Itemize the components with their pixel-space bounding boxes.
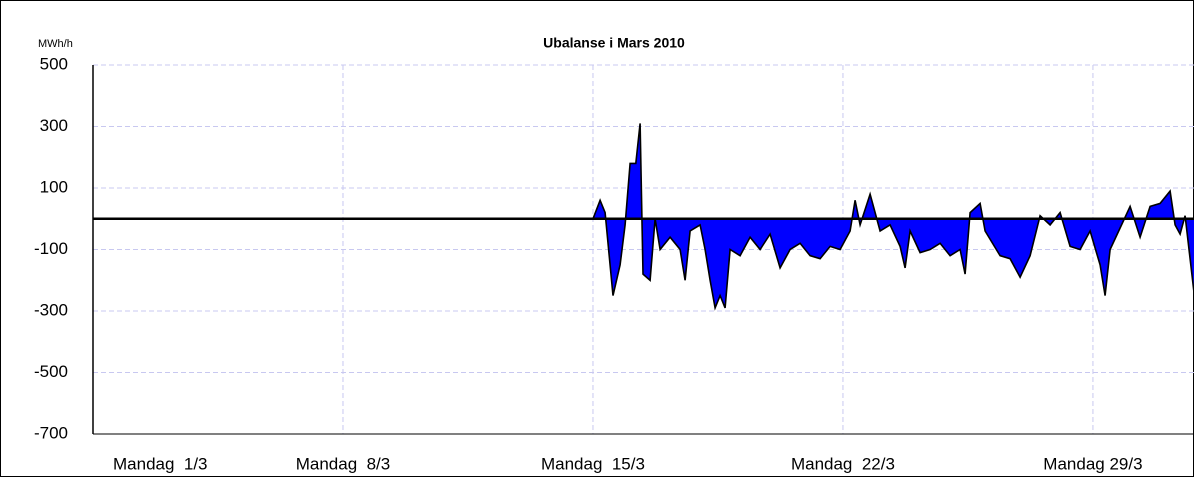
y-tick-label: -500 xyxy=(34,362,68,381)
x-tick-label: Mandag 29/3 xyxy=(1043,454,1142,473)
y-tick-label: 100 xyxy=(40,177,68,196)
y-axis-label: MWh/h xyxy=(38,38,73,50)
y-tick-label: 500 xyxy=(40,54,68,73)
line xyxy=(592,123,1194,311)
chart-title: Ubalanse i Mars 2010 xyxy=(543,35,685,51)
y-tick-label: 300 xyxy=(40,116,68,135)
y-tick-label: -100 xyxy=(34,239,68,258)
x-tick-label: Mandag 8/3 xyxy=(296,454,391,473)
y-tick-label: -700 xyxy=(34,423,68,442)
x-tick-label: Mandag 15/3 xyxy=(541,454,645,473)
x-tick-label: Mandag 1/3 xyxy=(113,454,208,473)
x-tick-label: Mandag 22/3 xyxy=(791,454,895,473)
y-tick-label: -300 xyxy=(34,300,68,319)
